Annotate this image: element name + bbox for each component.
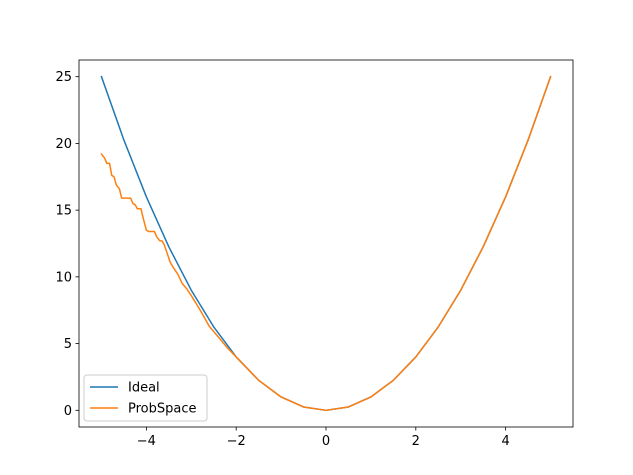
- x-tick-label: 0: [322, 434, 330, 449]
- x-tick-label: 2: [412, 434, 420, 449]
- legend-label-probspace: ProbSpace: [128, 402, 197, 417]
- y-tick-label: 25: [55, 70, 72, 85]
- y-tick-label: 20: [55, 137, 72, 152]
- legend-label-ideal: Ideal: [128, 381, 160, 396]
- series-layer: [100, 75, 552, 412]
- x-tick-label: −2: [227, 434, 246, 449]
- y-axis: 0 5 10 15 20 25: [55, 70, 79, 419]
- y-tick-label: 10: [55, 270, 72, 285]
- legend: Ideal ProbSpace: [83, 374, 208, 422]
- x-tick-label: 4: [501, 434, 509, 449]
- x-tick-label: −4: [137, 434, 156, 449]
- y-tick-label: 15: [55, 204, 72, 219]
- x-axis: −4 −2 0 2 4: [137, 427, 510, 449]
- y-tick-label: 5: [64, 337, 72, 352]
- y-tick-label: 0: [64, 404, 72, 419]
- series-line-probspace: [100, 75, 552, 412]
